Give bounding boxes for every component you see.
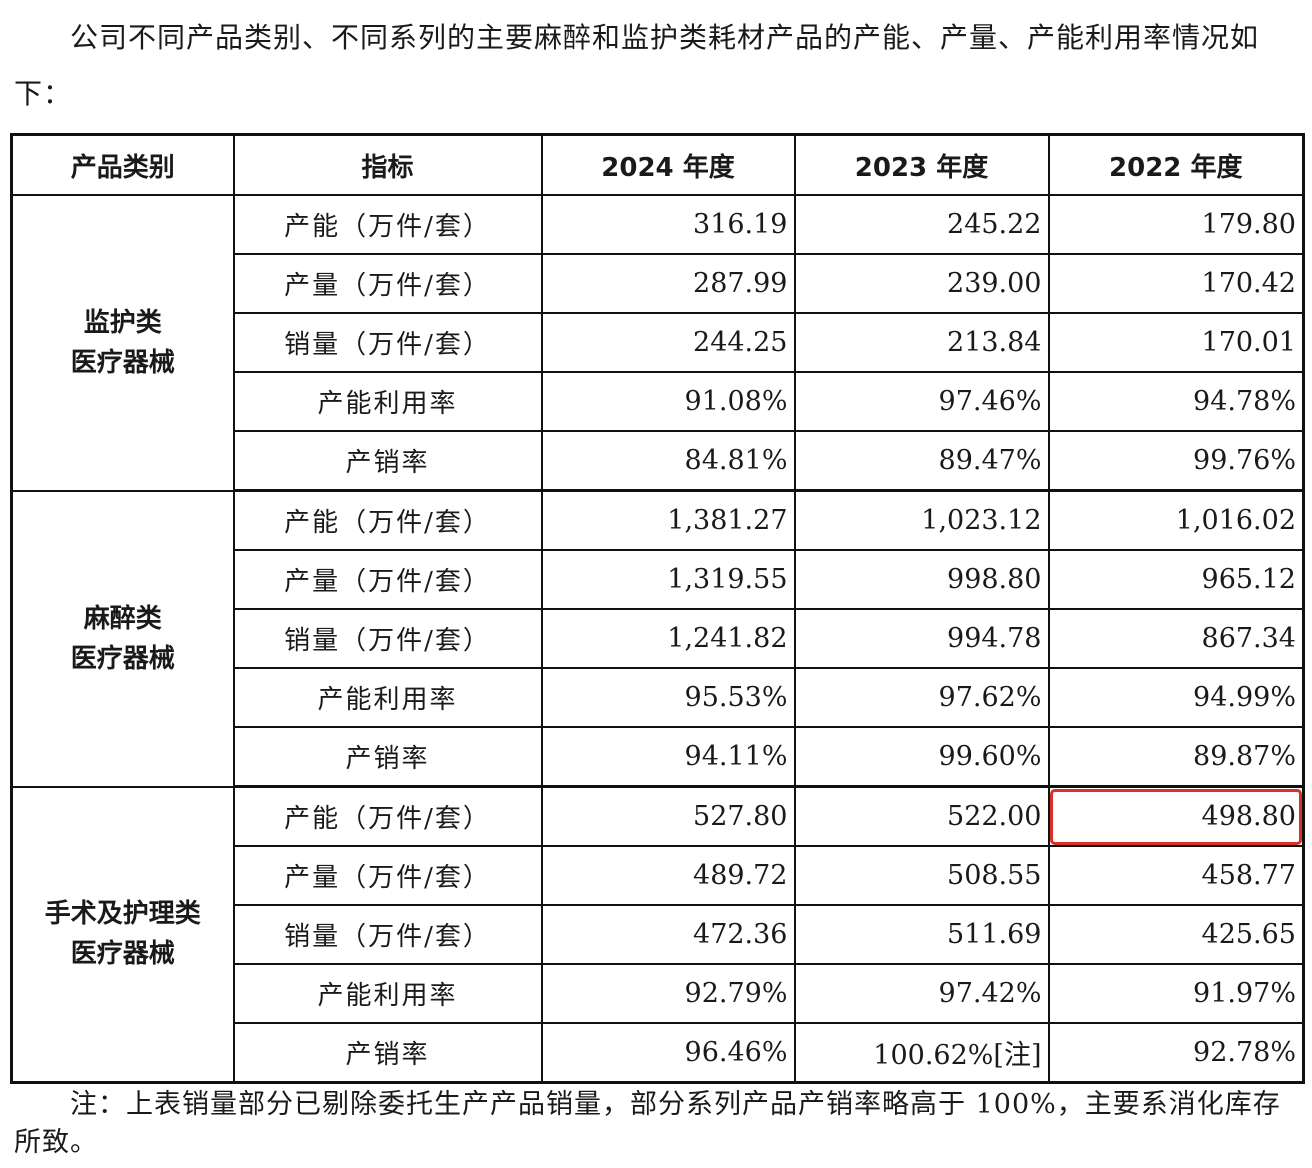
metric-cell: 产能利用率	[232, 667, 543, 728]
value-cell: 511.69	[793, 904, 1050, 965]
table-row: 销量（万件/套） 244.25 213.84 170.01	[12, 312, 1305, 373]
table-row: 销量（万件/套） 1,241.82 994.78 867.34	[12, 608, 1305, 669]
header-2023: 2023 年度	[793, 133, 1050, 196]
value-cell: 965.12	[1047, 549, 1305, 610]
value-cell: 998.80	[793, 549, 1050, 610]
value-cell: 179.80	[1047, 194, 1305, 255]
value-cell: 244.25	[540, 312, 796, 373]
value-cell: 95.53%	[540, 667, 796, 728]
table-footnote: 注：上表销量部分已剔除委托生产产品销量，部分系列产品产销率略高于 100%，主要…	[14, 1089, 1281, 1158]
table-row: 监护类 医疗器械 产能（万件/套） 316.19 245.22 179.80	[10, 194, 1305, 492]
value-cell: 89.87%	[1047, 726, 1305, 788]
header-2022: 2022 年度	[1047, 133, 1305, 196]
header-2024: 2024 年度	[540, 133, 796, 196]
value-cell: 425.65	[1047, 904, 1305, 965]
metric-cell: 产销率	[232, 726, 543, 788]
value-cell: 489.72	[540, 845, 796, 906]
value-cell: 91.97%	[1047, 963, 1305, 1024]
category-cell-surgical-care: 手术及护理类 医疗器械	[10, 785, 235, 1084]
value-cell: 97.46%	[793, 371, 1050, 432]
value-cell: 316.19	[540, 194, 796, 255]
table-row: 产量（万件/套） 1,319.55 998.80 965.12	[12, 549, 1305, 610]
value-cell: 94.99%	[1047, 667, 1305, 728]
metric-cell: 产能利用率	[232, 963, 543, 1024]
value-cell: 94.78%	[1047, 371, 1305, 432]
metric-cell: 产销率	[232, 430, 543, 492]
metric-cell: 产量（万件/套）	[232, 845, 543, 906]
highlighted-value-cell: 498.80	[1047, 785, 1305, 847]
category-cell-anesthesia: 麻醉类 医疗器械	[10, 489, 235, 788]
metric-cell: 产能（万件/套）	[232, 194, 543, 255]
value-cell: 472.36	[540, 904, 796, 965]
value-cell: 1,016.02	[1047, 489, 1305, 551]
value-cell: 96.46%	[540, 1022, 796, 1084]
value-cell: 239.00	[793, 253, 1050, 314]
category-cell-monitoring: 监护类 医疗器械	[10, 194, 235, 492]
table-row: 产销率 96.46% 100.62%[注] 92.78%	[12, 1022, 1305, 1084]
value-cell: 1,241.82	[540, 608, 796, 669]
metric-cell: 产能（万件/套）	[232, 489, 543, 551]
metric-cell: 产能（万件/套）	[232, 785, 543, 847]
metric-cell: 产量（万件/套）	[232, 253, 543, 314]
table-row: 产能利用率 95.53% 97.62% 94.99%	[12, 667, 1305, 728]
value-cell: 867.34	[1047, 608, 1305, 669]
value-cell: 245.22	[793, 194, 1050, 255]
value-cell: 100.62%[注]	[793, 1022, 1050, 1084]
value-cell: 91.08%	[540, 371, 796, 432]
value-cell: 170.01	[1047, 312, 1305, 373]
value-cell: 1,319.55	[540, 549, 796, 610]
value-cell: 287.99	[540, 253, 796, 314]
metric-cell: 销量（万件/套）	[232, 904, 543, 965]
value-cell: 994.78	[793, 608, 1050, 669]
value-cell: 1,023.12	[793, 489, 1050, 551]
value-cell: 1,381.27	[540, 489, 796, 551]
value-cell: 89.47%	[793, 430, 1050, 492]
table-row: 手术及护理类 医疗器械 产能（万件/套） 527.80 522.00 498.8…	[10, 785, 1305, 1084]
value-cell: 213.84	[793, 312, 1050, 373]
value-cell: 94.11%	[540, 726, 796, 788]
table-row: 产量（万件/套） 489.72 508.55 458.77	[12, 845, 1305, 906]
metric-cell: 产销率	[232, 1022, 543, 1084]
metric-cell: 产能利用率	[232, 371, 543, 432]
value-cell: 84.81%	[540, 430, 796, 492]
value-cell: 527.80	[540, 785, 796, 847]
metric-cell: 产量（万件/套）	[232, 549, 543, 610]
value-cell: 522.00	[793, 785, 1050, 847]
value-cell: 97.42%	[793, 963, 1050, 1024]
metric-cell: 销量（万件/套）	[232, 312, 543, 373]
table-row: 产能利用率 91.08% 97.46% 94.78%	[12, 371, 1305, 432]
table-row: 产量（万件/套） 287.99 239.00 170.42	[12, 253, 1305, 314]
value-cell: 458.77	[1047, 845, 1305, 906]
intro-paragraph: 公司不同产品类别、不同系列的主要麻醉和监护类耗材产品的产能、产量、产能利用率情况…	[14, 21, 1260, 110]
table-row: 产能利用率 92.79% 97.42% 91.97%	[12, 963, 1305, 1024]
metric-cell: 销量（万件/套）	[232, 608, 543, 669]
table-row: 麻醉类 医疗器械 产能（万件/套） 1,381.27 1,023.12 1,01…	[10, 489, 1305, 788]
table-header-row: 产品类别 指标 2024 年度 2023 年度 2022 年度	[10, 133, 1305, 196]
value-cell: 170.42	[1047, 253, 1305, 314]
value-cell: 97.62%	[793, 667, 1050, 728]
header-metric: 指标	[232, 133, 543, 196]
value-cell: 99.60%	[793, 726, 1050, 788]
header-category: 产品类别	[10, 133, 235, 196]
value-cell: 92.78%	[1047, 1022, 1305, 1084]
capacity-table: 产品类别 指标 2024 年度 2023 年度 2022 年度 监护类 医疗器械…	[10, 133, 1305, 1084]
value-cell: 508.55	[793, 845, 1050, 906]
table-row: 产销率 94.11% 99.60% 89.87%	[12, 726, 1305, 788]
value-cell: 92.79%	[540, 963, 796, 1024]
table-row: 销量（万件/套） 472.36 511.69 425.65	[12, 904, 1305, 965]
value-cell: 99.76%	[1047, 430, 1305, 492]
table-row: 产销率 84.81% 89.47% 99.76%	[12, 430, 1305, 492]
